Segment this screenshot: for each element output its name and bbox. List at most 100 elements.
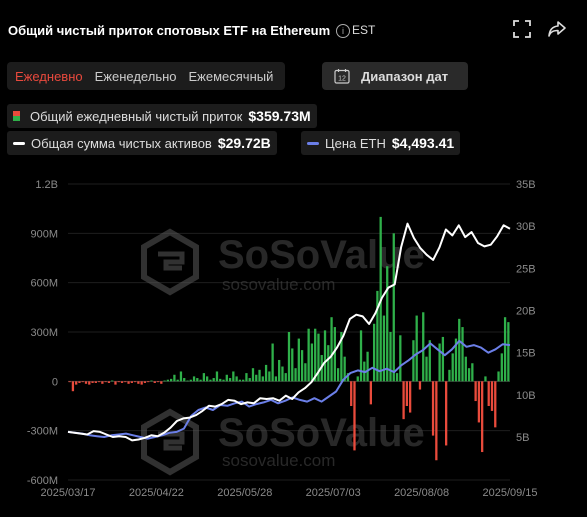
left-tick-label: 300M: [30, 327, 58, 339]
flow-bar: [84, 381, 88, 384]
legend-daily-flow[interactable]: Общий ежедневный чистый приток $359.73M: [7, 104, 317, 128]
flow-bar: [484, 376, 487, 382]
x-tick-label: 2025/03/17: [40, 487, 95, 499]
legend-flow-value: $359.73M: [248, 108, 311, 124]
flow-bar: [94, 381, 97, 383]
tab-weekly[interactable]: Еженедельно: [94, 68, 177, 84]
flow-bar: [503, 317, 507, 382]
flow-bar: [133, 381, 137, 383]
flow-bar: [101, 381, 104, 384]
flow-bar: [235, 376, 238, 382]
flow-bar: [428, 340, 431, 382]
flow-bar: [425, 356, 428, 382]
flow-bar: [130, 381, 133, 383]
flow-bar: [481, 381, 484, 453]
flow-bar: [209, 379, 212, 382]
period-tabs: Ежедневно Еженедельно Ежемесячный: [7, 62, 286, 90]
watermark-brand: SoSoValue: [218, 233, 425, 277]
eth-price-line: [67, 339, 511, 440]
flow-bar: [346, 373, 350, 382]
flow-bar: [382, 315, 386, 382]
flow-bar: [117, 381, 120, 383]
flow-bar: [487, 381, 490, 406]
left-tick-label: 0: [52, 376, 58, 388]
flow-bar: [330, 317, 333, 382]
flow-bar: [179, 371, 183, 382]
flow-bar: [127, 381, 130, 384]
watermark: SoSoValue sosovalue.com SoSoValue sosova…: [141, 228, 425, 476]
date-range-button[interactable]: 12 Диапазон дат: [322, 62, 468, 90]
x-axis: 2025/03/17 2025/04/22 2025/05/28 2025/07/03…: [40, 487, 537, 499]
legend-assets-value: $29.72B: [217, 135, 271, 151]
flow-bar: [245, 373, 248, 382]
flow-bar: [75, 381, 78, 385]
etf-flow-chart[interactable]: SoSoValue sosovalue.com SoSoValue sosova…: [0, 170, 587, 517]
flow-bar: [199, 379, 202, 382]
flow-bar: [104, 381, 107, 383]
flow-bar: [255, 374, 258, 382]
legend-assets-label: Общая сумма чистых активов: [31, 135, 212, 151]
flow-bar: [291, 348, 294, 382]
flow-bar: [278, 359, 281, 382]
flow-bar: [431, 381, 435, 436]
x-tick-label: 2025/07/03: [306, 487, 361, 499]
series-lines: [67, 222, 511, 442]
flow-bar: [464, 356, 467, 382]
flow-bar: [448, 369, 451, 382]
share-icon[interactable]: [546, 18, 568, 40]
left-tick-label: 600M: [30, 278, 58, 290]
flow-bar: [222, 379, 225, 382]
watermark-url-2: sosovalue.com: [222, 451, 335, 470]
flow-bar: [248, 378, 251, 382]
x-tick-label: 2025/08/08: [394, 487, 449, 499]
flow-bar: [402, 381, 405, 420]
flow-bar: [474, 381, 477, 402]
right-tick-label: 15B: [516, 348, 536, 360]
left-tick-label: -600M: [27, 475, 58, 487]
flow-bar: [111, 380, 114, 382]
flow-bar: [458, 318, 461, 382]
flow-bar: [412, 340, 415, 382]
tab-monthly[interactable]: Ежемесячный: [188, 68, 274, 84]
flow-bar: [258, 369, 261, 382]
flow-bar: [307, 328, 310, 382]
flow-bar: [284, 373, 287, 382]
flow-bar: [477, 381, 481, 423]
flow-bar: [140, 381, 143, 385]
legend-net-assets[interactable]: Общая сумма чистых активов $29.72B: [7, 131, 277, 155]
right-tick-label: 20B: [516, 306, 536, 318]
flow-bar: [189, 379, 192, 382]
tab-daily[interactable]: Ежедневно: [15, 68, 83, 84]
flow-bar: [228, 378, 232, 382]
flow-bar: [369, 381, 372, 405]
flow-bar: [88, 381, 91, 385]
flow-bar: [91, 381, 94, 383]
fullscreen-icon[interactable]: [511, 18, 533, 40]
flow-bar: [497, 371, 500, 382]
flow-bar: [389, 332, 392, 382]
flow-bar: [212, 378, 215, 382]
left-axis: 1.2B 900M 600M 300M 0 -300M -600M: [27, 179, 58, 487]
flow-bar: [422, 312, 425, 382]
flow-bar: [343, 356, 346, 382]
flow-bar: [386, 266, 389, 382]
info-icon[interactable]: i: [336, 24, 350, 38]
flow-bar: [264, 364, 268, 382]
flow-bar: [327, 345, 330, 382]
legend-eth-price[interactable]: Цена ETH $4,493.41: [301, 131, 461, 155]
right-tick-label: 30B: [516, 221, 536, 233]
chart-header: Общий чистый приток спотовых ETF на Ethe…: [8, 14, 579, 48]
flow-bar: [238, 379, 242, 382]
flow-bar: [356, 376, 359, 382]
flow-bar: [166, 379, 169, 382]
watermark-url: sosovalue.com: [222, 275, 335, 294]
legend-price-label: Цена ETH: [325, 135, 386, 151]
flow-bar: [467, 368, 471, 382]
flow-bar: [186, 380, 189, 382]
flow-bar: [78, 381, 81, 383]
watermark-brand-2: SoSoValue: [218, 411, 425, 455]
flow-bar: [114, 381, 117, 385]
right-tick-label: 25B: [516, 263, 536, 275]
flow-bar: [507, 322, 510, 382]
sosovalue-logo-icon-2: [141, 408, 199, 476]
